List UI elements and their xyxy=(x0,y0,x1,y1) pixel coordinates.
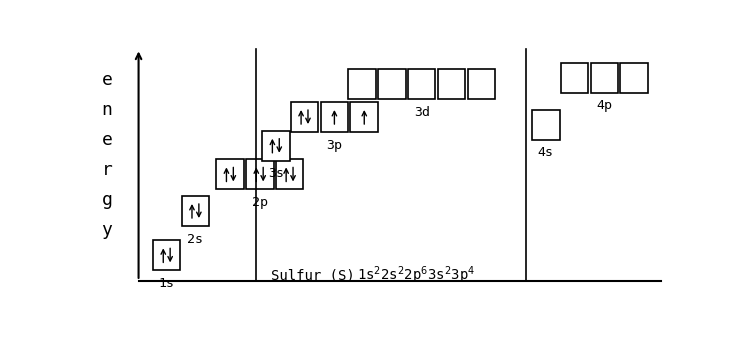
Bar xyxy=(246,159,273,190)
Text: 4p: 4p xyxy=(597,99,612,113)
Bar xyxy=(561,63,588,93)
Text: 3p: 3p xyxy=(326,139,342,152)
Text: 1s: 1s xyxy=(159,277,175,290)
Bar xyxy=(348,69,376,99)
Bar xyxy=(153,240,181,271)
Bar xyxy=(408,69,436,99)
Bar xyxy=(216,159,244,190)
Text: 4s: 4s xyxy=(538,146,554,159)
Bar xyxy=(591,63,618,93)
Text: 2p: 2p xyxy=(252,196,268,209)
Bar xyxy=(620,63,648,93)
Bar xyxy=(532,110,559,140)
Text: y: y xyxy=(102,221,113,239)
Bar xyxy=(262,131,290,161)
Bar xyxy=(468,69,495,99)
Text: r: r xyxy=(102,161,113,179)
Bar xyxy=(378,69,405,99)
Text: Sulfur (S): Sulfur (S) xyxy=(270,268,354,283)
Bar xyxy=(321,102,348,132)
Bar xyxy=(290,102,319,132)
Text: 2s: 2s xyxy=(187,233,204,245)
Text: g: g xyxy=(102,191,113,209)
Bar xyxy=(276,159,303,190)
Text: n: n xyxy=(102,101,113,119)
Bar xyxy=(438,69,465,99)
Text: 1s$^2$2s$^2$2p$^6$3s$^2$3p$^4$: 1s$^2$2s$^2$2p$^6$3s$^2$3p$^4$ xyxy=(357,265,475,286)
Text: 3s: 3s xyxy=(268,167,284,180)
Text: e: e xyxy=(102,71,113,89)
Bar xyxy=(350,102,378,132)
Text: e: e xyxy=(102,131,113,149)
Text: 3d: 3d xyxy=(413,106,430,119)
Bar xyxy=(182,196,209,226)
